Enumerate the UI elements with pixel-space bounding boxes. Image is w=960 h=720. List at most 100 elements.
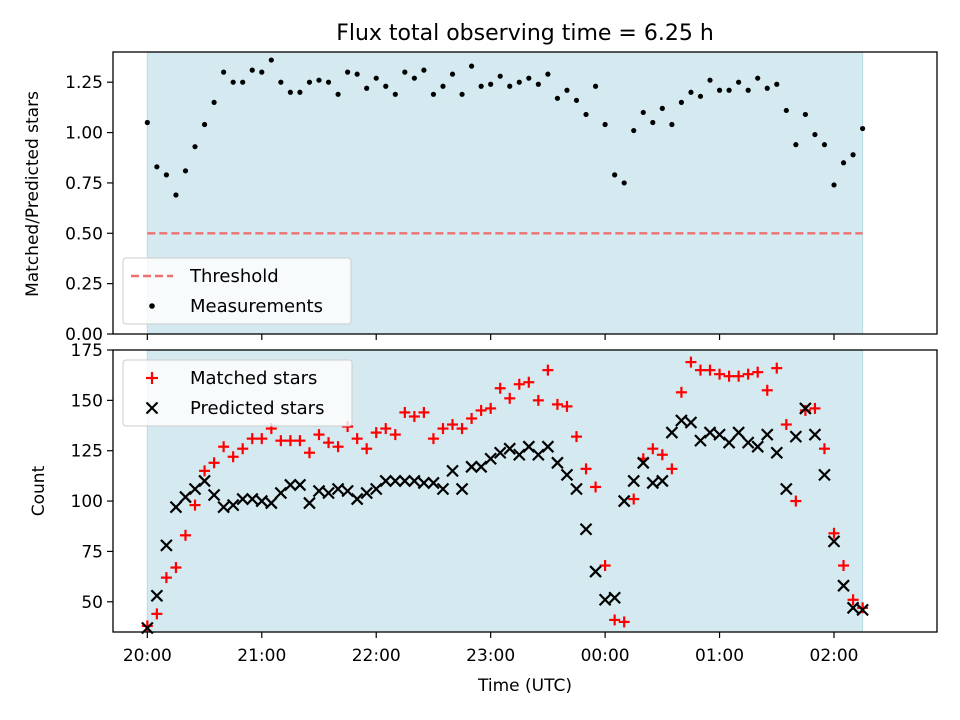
measurement-point <box>154 164 160 170</box>
predicted-star-point <box>169 500 183 514</box>
measurement-point <box>707 77 713 83</box>
matched-star-point <box>284 435 296 447</box>
bottom-axes-frame <box>112 349 938 633</box>
legend-predicted-swatch <box>145 401 159 415</box>
predicted-star-point <box>636 456 650 470</box>
measurement-point <box>144 119 150 126</box>
measurement-point <box>316 77 322 83</box>
matched-star-point <box>227 451 239 463</box>
predicted-star-point <box>741 436 755 449</box>
matched-star-point <box>189 499 201 511</box>
predicted-star-point <box>322 486 335 500</box>
predicted-star-point <box>484 452 497 466</box>
predicted-star-point <box>398 474 412 488</box>
measurement-point <box>392 91 398 97</box>
matched-star-point <box>580 463 592 475</box>
matched-star-point <box>323 437 335 449</box>
matched-star-point <box>685 356 697 368</box>
measurement-point <box>335 91 341 97</box>
predicted-star-point <box>722 436 736 449</box>
measurement-point <box>402 69 408 75</box>
predicted-star-point <box>608 591 621 605</box>
chart-title: Flux total observing time = 6.25 h <box>336 21 714 46</box>
matched-star-point <box>857 602 869 614</box>
predicted-star-point <box>284 478 297 492</box>
matched-star-point <box>551 398 563 410</box>
matched-star-point <box>742 368 754 380</box>
measurement-point <box>297 89 303 95</box>
measurement-point <box>345 69 351 75</box>
matched-star-point <box>647 443 659 455</box>
measurement-point <box>640 109 646 116</box>
predicted-star-point <box>446 464 459 478</box>
bottom-y-axis-label: Count <box>29 465 49 516</box>
ratio-panel: 0.00 0.25 0.50 0.75 1.00 1.25 Matched/Predict… <box>23 51 938 345</box>
measurement-point <box>201 121 208 128</box>
predicted-star-point <box>265 496 278 510</box>
matched-star-point <box>790 495 802 507</box>
measurement-point <box>163 172 170 178</box>
top-legend: Threshold Measurements <box>122 257 352 325</box>
matched-star-point <box>170 562 182 574</box>
matched-star-point <box>723 370 735 382</box>
measurement-point <box>831 182 837 188</box>
matched-star-point <box>771 362 783 374</box>
top-y-axis-label: Matched/Predicted stars <box>23 91 43 297</box>
matched-star-point <box>370 427 382 439</box>
matched-star-point <box>389 429 401 441</box>
y-tick-label: 75 <box>81 542 103 562</box>
predicted-star-point <box>360 486 373 500</box>
matched-star-point <box>809 402 821 414</box>
matched-star-point <box>160 572 172 584</box>
measurement-point <box>325 79 332 85</box>
matched-star-point <box>456 423 468 435</box>
matched-star-point <box>447 419 459 431</box>
measurement-point <box>221 69 227 75</box>
matched-star-point <box>408 410 420 422</box>
measurement-point <box>373 75 379 81</box>
measurement-point <box>211 99 217 105</box>
matched-star-point <box>380 423 392 435</box>
top-x-ticks <box>146 334 835 340</box>
measurement-point <box>736 79 742 85</box>
predicted-star-point <box>427 476 440 490</box>
matched-star-point <box>199 465 211 477</box>
matched-star-point <box>761 384 773 396</box>
measurement-point <box>716 87 723 93</box>
measurement-point <box>573 97 580 103</box>
matched-star-point <box>399 406 411 418</box>
y-tick-label: 100 <box>71 492 103 512</box>
matched-star-point <box>466 412 478 424</box>
x-tick-label: 02:00 <box>810 646 859 666</box>
measurement-point <box>526 75 532 81</box>
matched-star-point <box>542 364 554 376</box>
predicted-star-point <box>827 535 841 548</box>
measurement-point <box>268 57 274 63</box>
measurement-point <box>354 71 360 77</box>
measurement-point <box>602 121 608 128</box>
predicted-star-point <box>541 440 555 453</box>
matched-star-point <box>218 441 230 453</box>
predicted-star-point <box>589 565 602 578</box>
predicted-star-point <box>665 426 679 439</box>
measurement-point <box>669 121 675 128</box>
matched-star-point <box>494 382 506 394</box>
matched-star-point <box>513 378 525 390</box>
measurement-point <box>621 180 627 186</box>
matched-star-point <box>361 443 373 455</box>
measurement-point <box>468 63 475 69</box>
matched-star-point <box>532 394 544 406</box>
y-tick-label: 150 <box>71 391 103 411</box>
predicted-star-point <box>417 476 431 490</box>
predicted-star-point <box>656 474 669 488</box>
measurement-point <box>287 89 293 95</box>
matched-star-point <box>675 386 687 398</box>
legend-predicted-label: Predicted stars <box>190 398 324 419</box>
matched-star-point <box>256 433 268 445</box>
matched-star-point <box>504 392 516 404</box>
measurement-point <box>240 79 246 85</box>
predicted-star-point <box>760 428 774 441</box>
measurement-point <box>306 79 313 85</box>
measurement-point <box>793 142 799 148</box>
measurement-point <box>230 79 236 85</box>
